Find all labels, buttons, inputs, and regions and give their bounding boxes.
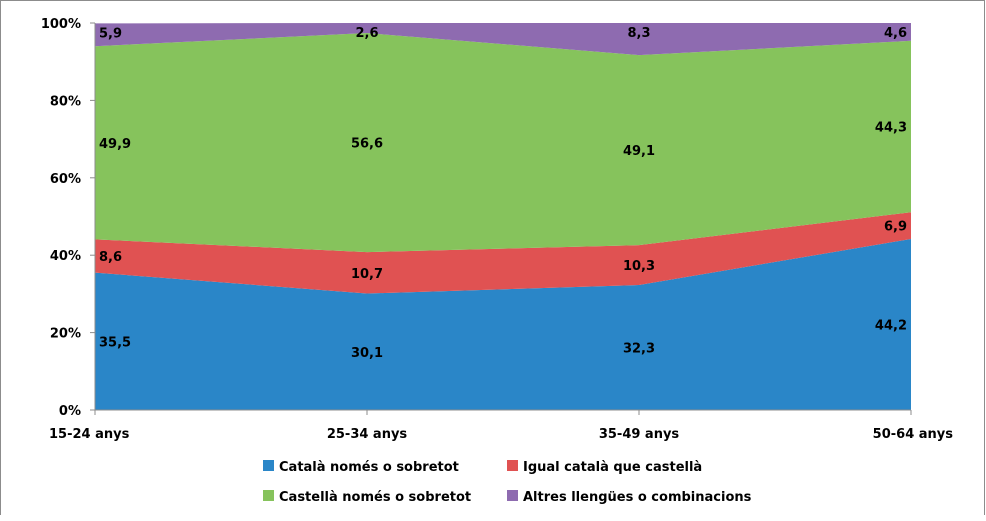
data-label-altres-llengues-o-combinacions: 8,3 — [627, 26, 650, 41]
legend-label-igual-catala-que-castella: Igual català que castellà — [523, 460, 702, 475]
data-label-castella-nomes-o-sobretot: 56,6 — [351, 137, 383, 152]
legend-swatch-altres-llengues-o-combinacions — [507, 490, 518, 501]
legend-label-altres-llengues-o-combinacions: Altres llengües o combinacions — [523, 490, 752, 505]
legend-swatch-castella-nomes-o-sobretot — [263, 490, 274, 501]
data-label-igual-catala-que-castella: 10,7 — [351, 267, 383, 282]
data-label-catala-nomes-o-sobretot: 44,2 — [875, 318, 907, 333]
x-tick-group: 15-24 anys 25-34 anys 35-49 anys 50-64 anys — [49, 410, 953, 442]
legend-label-castella-nomes-o-sobretot: Castellà només o sobretot — [279, 490, 471, 505]
x-tick-label: 50-64 anys — [873, 427, 954, 442]
data-label-catala-nomes-o-sobretot: 32,3 — [623, 341, 655, 356]
data-label-castella-nomes-o-sobretot: 49,9 — [99, 137, 131, 152]
area-catala-nomes-o-sobretot — [95, 238, 911, 410]
data-label-catala-nomes-o-sobretot: 30,1 — [351, 346, 383, 361]
y-tick-label: 20% — [50, 327, 81, 342]
data-label-castella-nomes-o-sobretot: 49,1 — [623, 144, 655, 159]
data-label-altres-llengues-o-combinacions: 2,6 — [355, 26, 378, 41]
area-series-group — [95, 23, 911, 410]
x-tick-label: 25-34 anys — [327, 427, 408, 442]
y-tick-label: 60% — [50, 172, 81, 187]
data-label-group: 35,5 30,1 32,3 44,2 8,6 10,7 10,3 6,9 49,9 56,6 49… — [99, 26, 907, 361]
legend-label-catala-nomes-o-sobretot: Català només o sobretot — [279, 460, 459, 475]
x-tick-label: 15-24 anys — [49, 427, 130, 442]
data-label-igual-catala-que-castella: 10,3 — [623, 259, 655, 274]
axes-group — [91, 23, 911, 411]
legend-swatch-catala-nomes-o-sobretot — [263, 460, 274, 471]
area-igual-catala-que-castella — [95, 212, 911, 294]
data-label-igual-catala-que-castella: 8,6 — [99, 250, 122, 265]
data-label-altres-llengues-o-combinacions: 4,6 — [884, 26, 907, 41]
legend: Català només o sobretot Igual català que … — [263, 460, 752, 505]
area-altres-llengues-o-combinacions — [95, 23, 911, 56]
data-label-castella-nomes-o-sobretot: 44,3 — [875, 121, 907, 136]
y-tick-label: 100% — [41, 17, 81, 32]
data-label-igual-catala-que-castella: 6,9 — [884, 220, 907, 235]
y-tick-group: 0% 20% 40% 60% 80% 100% — [41, 17, 95, 419]
area-castella-nomes-o-sobretot — [95, 33, 911, 253]
y-tick-label: 0% — [59, 404, 81, 419]
y-tick-label: 80% — [50, 94, 81, 109]
data-label-altres-llengues-o-combinacions: 5,9 — [99, 26, 122, 41]
data-label-catala-nomes-o-sobretot: 35,5 — [99, 335, 131, 350]
legend-swatch-igual-catala-que-castella — [507, 460, 518, 471]
x-tick-label: 35-49 anys — [599, 427, 680, 442]
y-tick-label: 40% — [50, 249, 81, 264]
